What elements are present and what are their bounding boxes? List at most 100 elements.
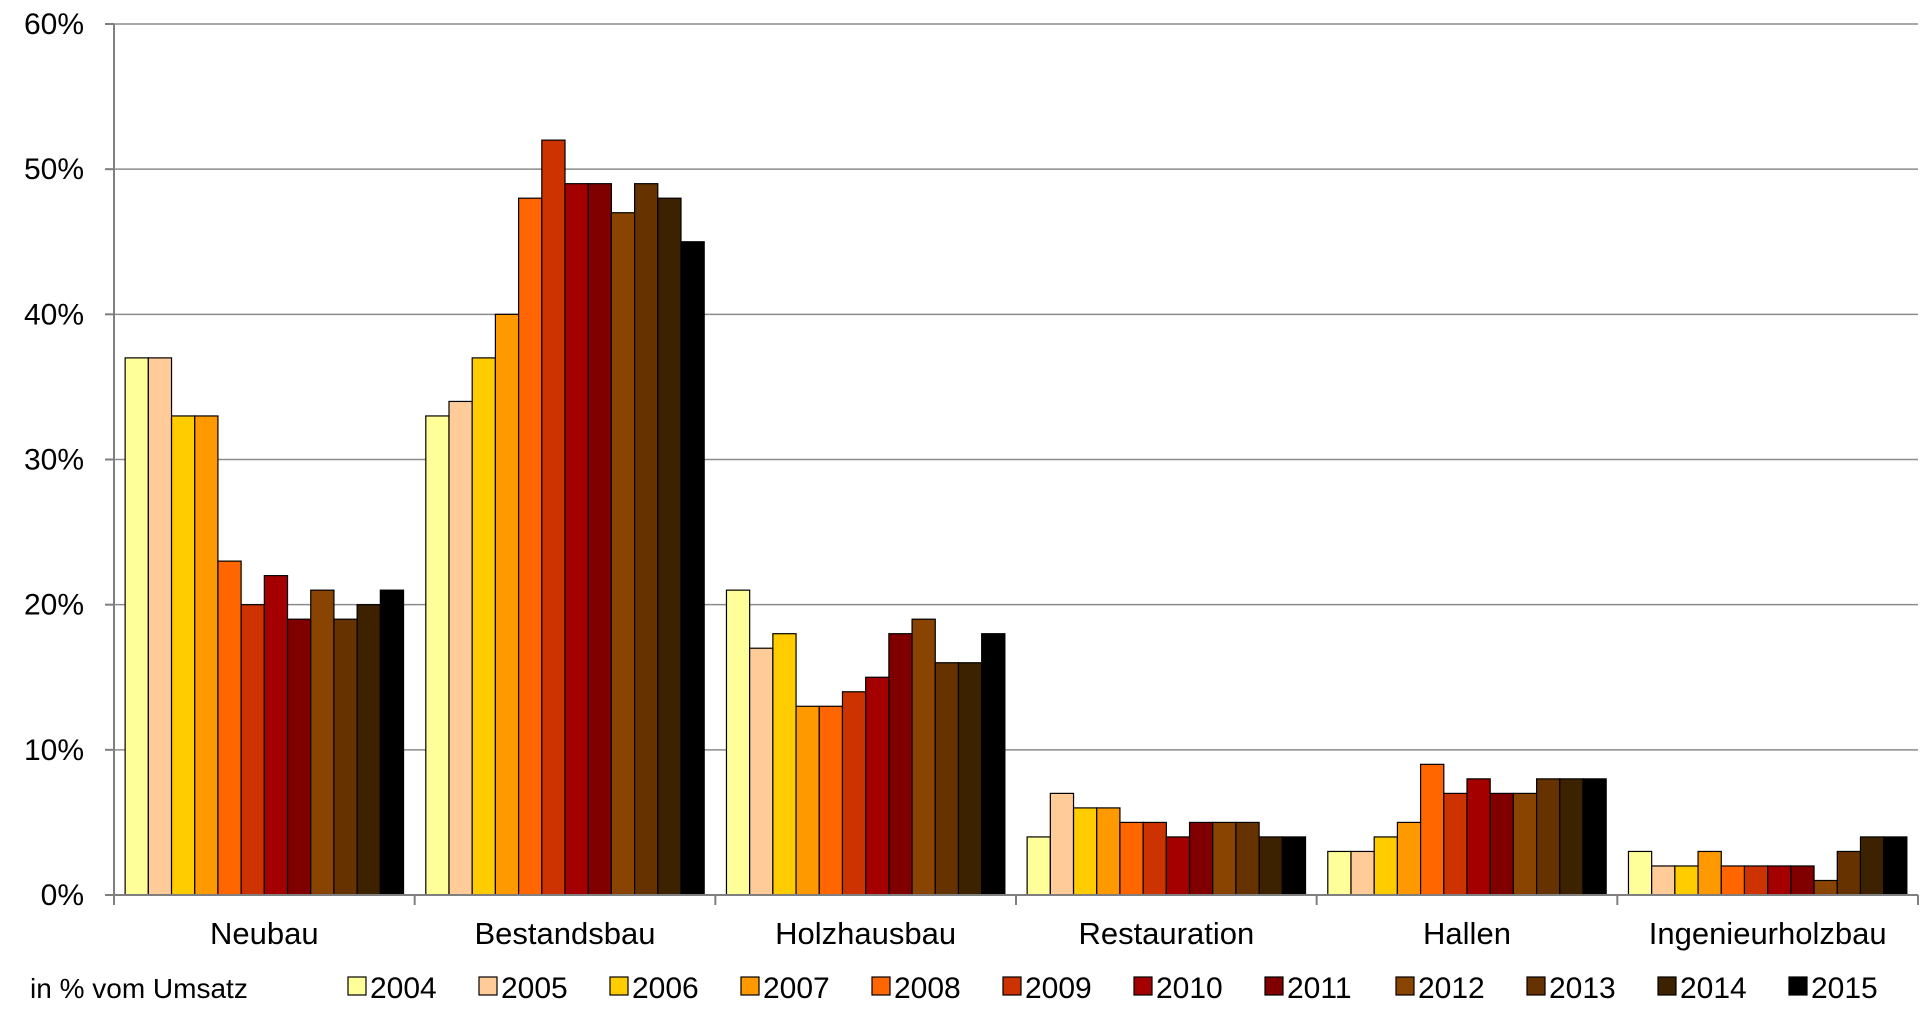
bar-holzhausbau-2015 bbox=[981, 633, 1006, 896]
bar-neubau-2011 bbox=[286, 618, 312, 896]
y-tick-label: 10% bbox=[24, 734, 84, 767]
bar-bestandsbau-2004 bbox=[425, 415, 450, 896]
x-tick-label: Holzhausbau bbox=[775, 916, 956, 951]
bar-bestandsbau-2013 bbox=[633, 183, 659, 896]
y-tick-label: 60% bbox=[24, 8, 84, 41]
bar-neubau-2010 bbox=[263, 575, 289, 896]
bar-ingenieurholzbau-2015 bbox=[1883, 836, 1908, 896]
bar-restauration-2011 bbox=[1188, 821, 1214, 896]
bar-bestandsbau-2009 bbox=[541, 139, 566, 896]
x-axis-tick-labels: Neubau Bestandsbau Holzhausbau Restauration… bbox=[210, 916, 1887, 951]
bar-hallen-2006 bbox=[1373, 836, 1398, 896]
x-tick-label: Ingenieurholzbau bbox=[1649, 916, 1887, 951]
legend-swatch-2014 bbox=[1657, 976, 1677, 996]
bar-ingenieurholzbau-2008 bbox=[1720, 865, 1746, 896]
y-tick-label: 30% bbox=[24, 444, 84, 477]
bar-holzhausbau-2013 bbox=[934, 662, 960, 896]
bar-restauration-2009 bbox=[1142, 821, 1167, 896]
legend-swatch-2010 bbox=[1133, 976, 1153, 996]
bar-restauration-2012 bbox=[1212, 821, 1237, 896]
bar-holzhausbau-2010 bbox=[865, 676, 890, 896]
bar-hallen-2015 bbox=[1582, 778, 1607, 896]
bar-holzhausbau-2004 bbox=[725, 589, 751, 896]
bar-ingenieurholzbau-2014 bbox=[1859, 836, 1885, 896]
legend-swatch-2007 bbox=[740, 976, 760, 996]
legend-swatch-2004 bbox=[347, 976, 367, 996]
bar-ingenieurholzbau-2004 bbox=[1627, 850, 1653, 896]
y-tick-label: 0% bbox=[41, 879, 84, 912]
bar-hallen-2013 bbox=[1535, 778, 1561, 896]
bar-restauration-2006 bbox=[1072, 807, 1098, 896]
gridlines bbox=[114, 23, 1918, 751]
bar-ingenieurholzbau-2005 bbox=[1651, 865, 1676, 896]
bar-neubau-2015 bbox=[379, 589, 405, 896]
bar-ingenieurholzbau-2007 bbox=[1697, 850, 1722, 896]
bar-bestandsbau-2005 bbox=[448, 400, 473, 896]
bar-hallen-2008 bbox=[1419, 763, 1445, 896]
bar-hallen-2005 bbox=[1350, 850, 1375, 896]
axes bbox=[105, 23, 1919, 905]
legend-swatch-2012 bbox=[1395, 976, 1415, 996]
bar-neubau-2013 bbox=[333, 618, 358, 896]
bar-neubau-2005 bbox=[147, 357, 173, 896]
bar-neubau-2014 bbox=[356, 604, 381, 896]
bar-holzhausbau-2008 bbox=[818, 705, 844, 896]
bar-bestandsbau-2012 bbox=[610, 212, 636, 896]
legend-label-2012: 2012 bbox=[1418, 972, 1485, 1005]
legend-label-2010: 2010 bbox=[1156, 972, 1223, 1005]
bar-hallen-2007 bbox=[1396, 821, 1422, 896]
legend: 2004 2005 2006 2007 2008 2009 2010 2011 2012 2013… bbox=[347, 972, 1878, 1005]
y-tick-label: 40% bbox=[24, 298, 84, 331]
legend-swatch-2008 bbox=[871, 976, 891, 996]
bar-bestandsbau-2010 bbox=[564, 183, 589, 896]
bar-holzhausbau-2006 bbox=[772, 633, 797, 896]
unit-note: in % vom Umsatz bbox=[30, 973, 248, 1004]
legend-label-2007: 2007 bbox=[763, 972, 830, 1005]
bar-hallen-2010 bbox=[1466, 778, 1491, 896]
bar-neubau-2008 bbox=[217, 560, 242, 896]
bar-holzhausbau-2012 bbox=[911, 618, 936, 896]
bar-hallen-2004 bbox=[1327, 850, 1352, 896]
legend-swatch-2006 bbox=[609, 976, 629, 996]
bar-hallen-2014 bbox=[1559, 778, 1584, 896]
y-axis-tick-labels: 0% 10% 20% 30% 40% 50% 60% bbox=[24, 8, 84, 912]
bar-hallen-2012 bbox=[1512, 792, 1538, 896]
bar-holzhausbau-2009 bbox=[841, 691, 867, 896]
legend-label-2014: 2014 bbox=[1680, 972, 1747, 1005]
bar-restauration-2007 bbox=[1096, 807, 1121, 896]
x-tick-label: Restauration bbox=[1078, 916, 1254, 951]
legend-swatch-2009 bbox=[1002, 976, 1022, 996]
bar-neubau-2004 bbox=[124, 357, 149, 896]
legend-label-2006: 2006 bbox=[632, 972, 699, 1005]
bar-restauration-2013 bbox=[1235, 821, 1260, 896]
bar-bestandsbau-2006 bbox=[471, 357, 497, 896]
bar-restauration-2010 bbox=[1165, 836, 1191, 896]
bar-neubau-2007 bbox=[194, 415, 219, 896]
bar-ingenieurholzbau-2006 bbox=[1674, 865, 1699, 896]
legend-swatch-2015 bbox=[1788, 976, 1808, 996]
legend-swatch-2013 bbox=[1526, 976, 1546, 996]
bar-ingenieurholzbau-2010 bbox=[1767, 865, 1792, 896]
bar-bestandsbau-2011 bbox=[587, 183, 613, 896]
legend-swatch-2005 bbox=[478, 976, 498, 996]
bar-ingenieurholzbau-2012 bbox=[1813, 879, 1838, 896]
bar-hallen-2011 bbox=[1489, 792, 1514, 896]
legend-label-2005: 2005 bbox=[501, 972, 568, 1005]
bar-holzhausbau-2011 bbox=[888, 633, 913, 896]
y-tick-label: 20% bbox=[24, 589, 84, 622]
bar-neubau-2006 bbox=[170, 415, 196, 896]
bar-holzhausbau-2005 bbox=[749, 647, 774, 896]
legend-swatch-2011 bbox=[1264, 976, 1284, 996]
bar-bestandsbau-2014 bbox=[657, 197, 682, 896]
legend-label-2009: 2009 bbox=[1025, 972, 1092, 1005]
legend-label-2008: 2008 bbox=[894, 972, 961, 1005]
bar-ingenieurholzbau-2009 bbox=[1743, 865, 1769, 896]
bar-neubau-2012 bbox=[310, 589, 335, 896]
x-tick-label: Bestandsbau bbox=[475, 916, 656, 951]
bar-restauration-2008 bbox=[1119, 821, 1144, 896]
bar-restauration-2015 bbox=[1281, 836, 1307, 896]
legend-label-2011: 2011 bbox=[1287, 972, 1352, 1005]
bar-holzhausbau-2014 bbox=[957, 662, 983, 896]
bar-neubau-2009 bbox=[240, 604, 265, 896]
